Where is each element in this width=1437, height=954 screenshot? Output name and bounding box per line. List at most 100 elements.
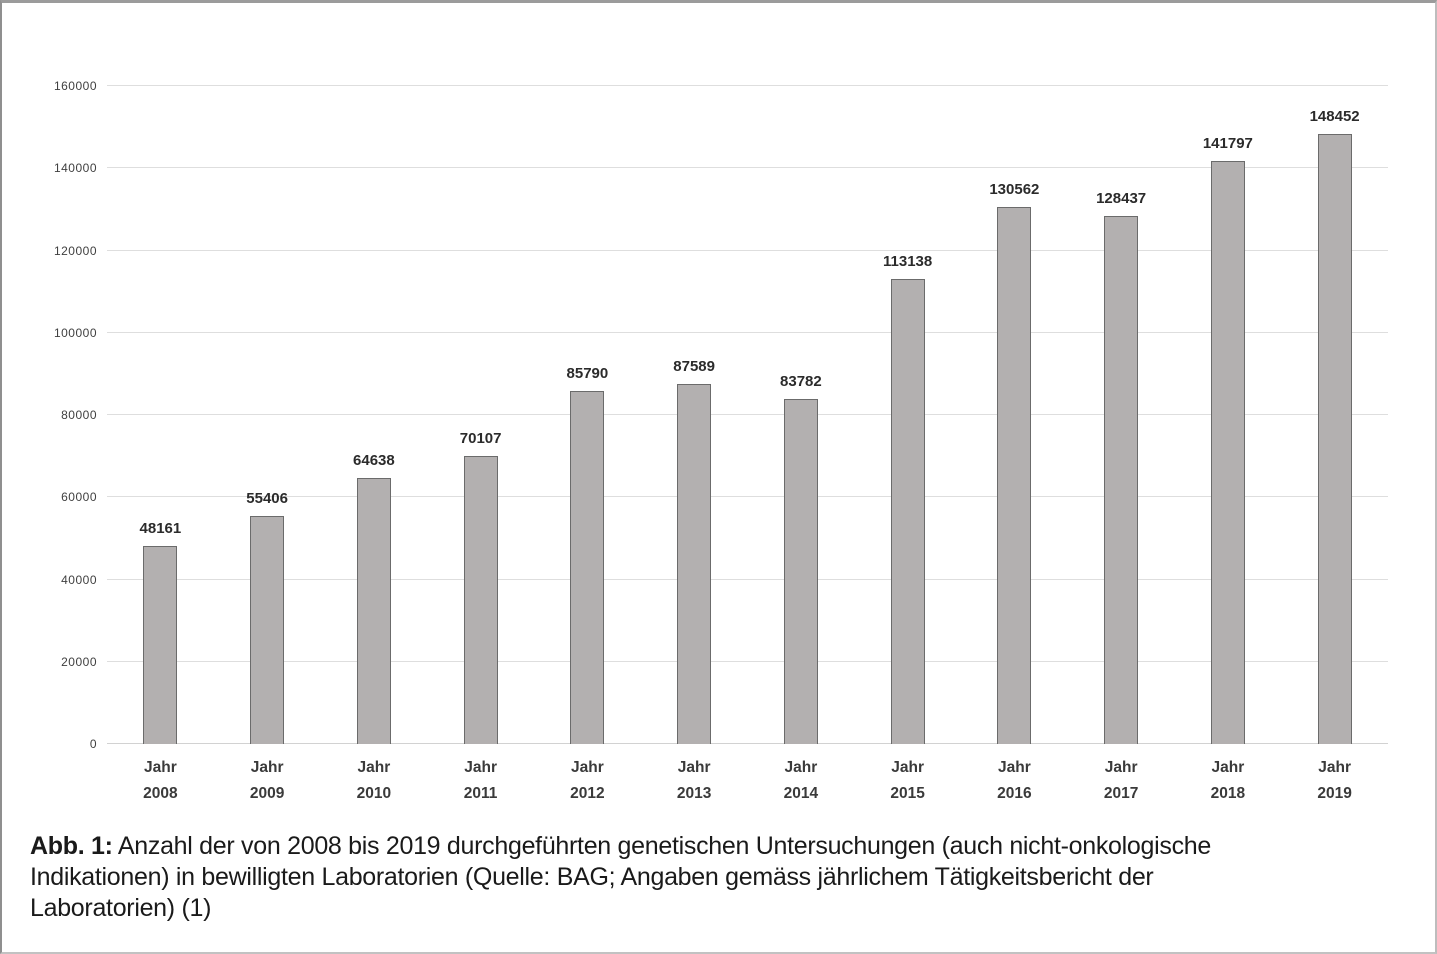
x-axis-label-year: 2019 <box>1317 785 1352 802</box>
x-axis-label-prefix: Jahr <box>357 759 391 776</box>
y-axis-tick-120000: 120000 <box>53 243 97 258</box>
bar-slot-2013: 87589 <box>641 86 748 744</box>
bar-2008 <box>143 545 178 744</box>
bar-value-label-2013: 87589 <box>673 357 715 375</box>
bar-2017 <box>1104 215 1139 744</box>
figure-caption: Abb. 1: Anzahl der von 2008 bis 2019 dur… <box>30 831 1211 924</box>
x-axis-label-prefix: Jahr <box>784 759 818 776</box>
bar-value-label-2011: 70107 <box>459 429 502 447</box>
bar-2019 <box>1317 133 1352 744</box>
x-axis-label-2018: Jahr 2018 <box>1175 755 1282 807</box>
x-axis-label-prefix: Jahr <box>891 759 924 776</box>
bar-2016 <box>997 207 1032 744</box>
x-axis-label-prefix: Jahr <box>998 759 1031 776</box>
bar-slot-2018: 141797 <box>1175 86 1282 744</box>
x-axis-label-year: 2008 <box>143 785 178 802</box>
bar-value-label-2019: 148452 <box>1309 107 1360 125</box>
bar-slot-2014: 83782 <box>748 86 855 744</box>
bar-2011 <box>463 455 498 744</box>
bar-value-label-2012: 85790 <box>566 365 609 383</box>
x-axis-label-2013: Jahr 2013 <box>641 755 748 807</box>
bar-value-label-2017: 128437 <box>1096 189 1147 207</box>
bar-2014 <box>783 399 818 744</box>
bar-slot-2008: 48161 <box>107 86 214 744</box>
gridline-60000 <box>107 496 1388 498</box>
caption-line-3: Laboratorien) (1) <box>30 894 212 922</box>
bar-slot-2015: 113138 <box>854 86 961 744</box>
x-axis-label-2019: Jahr 2019 <box>1281 755 1388 807</box>
x-axis-label-year: 2018 <box>1210 785 1246 802</box>
bar-slot-2009: 55406 <box>214 86 321 744</box>
x-axis-label-prefix: Jahr <box>1318 759 1351 776</box>
x-axis-label-2014: Jahr 2014 <box>748 755 855 807</box>
x-axis-label-year: 2013 <box>676 785 712 802</box>
y-axis-tick-80000: 80000 <box>61 408 97 422</box>
bar-value-label-2009: 55406 <box>246 490 288 508</box>
x-axis-label-prefix: Jahr <box>250 759 284 776</box>
y-axis-tick-100000: 100000 <box>53 325 97 340</box>
y-axis-tick-20000: 20000 <box>61 654 97 669</box>
bar-slot-2011: 70107 <box>427 86 534 744</box>
x-axis-label-prefix: Jahr <box>677 759 711 776</box>
bar-2012 <box>570 391 605 744</box>
y-axis: 0 20000 40000 60000 80000 100000 120000 140000 1… <box>2 79 97 751</box>
bar-slot-2017: 128437 <box>1068 86 1175 744</box>
caption-text-1: Anzahl der von 2008 bis 2019 durchgeführ… <box>112 832 1211 860</box>
x-axis-label-prefix: Jahr <box>1104 759 1138 776</box>
gridline-160000 <box>107 85 1388 86</box>
bar-value-label-2008: 48161 <box>139 519 182 537</box>
x-axis-label-2012: Jahr 2012 <box>534 755 641 807</box>
bar-2015 <box>890 278 925 744</box>
bar-value-label-2010: 64638 <box>353 452 395 470</box>
x-axis-label-year: 2011 <box>463 785 498 802</box>
x-axis-label-2016: Jahr 2016 <box>961 755 1068 807</box>
bar-value-label-2016: 130562 <box>989 181 1040 199</box>
y-axis-tick-40000: 40000 <box>61 572 97 587</box>
bar-2018 <box>1210 160 1245 744</box>
caption-label: Abb. 1: <box>30 832 113 860</box>
y-axis-tick-60000: 60000 <box>61 490 97 505</box>
bar-series: 48161 55406 64638 70107 85790 87589 83782 11313… <box>107 86 1388 744</box>
x-axis-label-2017: Jahr 2017 <box>1068 755 1175 807</box>
caption-line-1: Abb. 1: Anzahl der von 2008 bis 2019 dur… <box>30 831 1211 862</box>
x-axis-label-year: 2015 <box>890 785 925 802</box>
bar-slot-2016: 130562 <box>961 86 1068 744</box>
x-axis: Jahr 2008 Jahr 2009 Jahr 2010 Jahr 2011 Jahr 2012… <box>107 755 1388 807</box>
x-axis-label-year: 2016 <box>997 785 1032 802</box>
x-axis-label-prefix: Jahr <box>1211 759 1245 776</box>
bar-2009 <box>250 516 285 744</box>
gridline-140000 <box>107 167 1388 169</box>
x-axis-label-2010: Jahr 2010 <box>321 755 428 807</box>
x-axis-label-2011: Jahr 2011 <box>427 755 534 807</box>
bar-value-label-2014: 83782 <box>780 373 822 391</box>
gridlines <box>107 85 1388 744</box>
gridline-100000 <box>107 331 1388 333</box>
bar-value-label-2018: 141797 <box>1202 134 1253 152</box>
x-axis-label-year: 2009 <box>249 785 285 802</box>
bar-chart: 48161 55406 64638 70107 85790 87589 83782 11313… <box>107 85 1388 744</box>
y-axis-tick-160000: 160000 <box>53 79 97 93</box>
gridline-80000 <box>107 414 1388 415</box>
bar-2010 <box>356 478 391 744</box>
gridline-120000 <box>107 249 1388 251</box>
x-axis-label-prefix: Jahr <box>571 759 604 776</box>
y-axis-tick-140000: 140000 <box>53 161 97 176</box>
x-axis-label-2008: Jahr 2008 <box>107 755 214 807</box>
x-axis-label-prefix: Jahr <box>144 759 177 776</box>
x-axis-label-prefix: Jahr <box>464 759 497 776</box>
bar-slot-2010: 64638 <box>321 86 428 744</box>
bar-slot-2012: 85790 <box>534 86 641 744</box>
gridline-20000 <box>107 660 1388 662</box>
gridline-40000 <box>107 578 1388 580</box>
bar-value-label-2015: 113138 <box>883 252 933 270</box>
y-axis-tick-0: 0 <box>89 737 97 751</box>
gridline-0 <box>107 743 1388 744</box>
bar-2013 <box>677 383 712 744</box>
x-axis-label-year: 2010 <box>356 785 392 802</box>
x-axis-label-year: 2012 <box>570 785 605 802</box>
x-axis-label-year: 2014 <box>783 785 819 802</box>
caption-line-2: Indikationen) in bewilligten Laboratorie… <box>30 863 1154 891</box>
x-axis-label-2015: Jahr 2015 <box>854 755 961 807</box>
x-axis-label-year: 2017 <box>1103 785 1139 802</box>
